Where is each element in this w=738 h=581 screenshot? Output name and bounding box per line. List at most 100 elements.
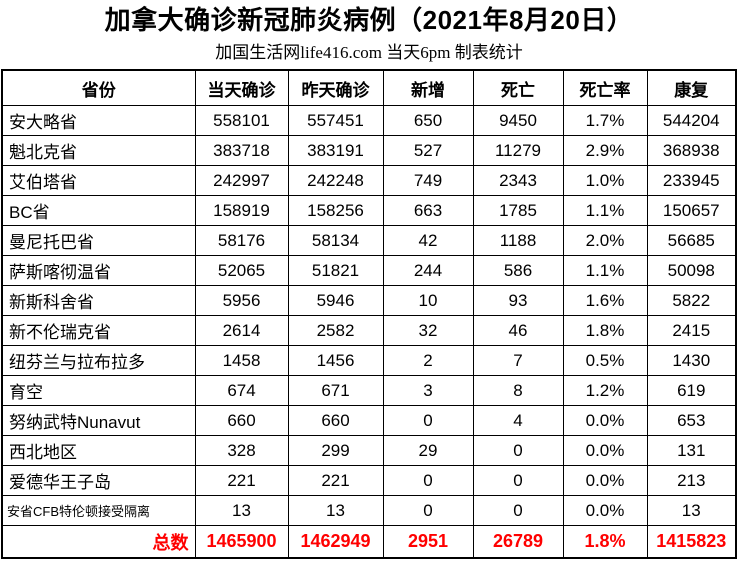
deaths-cell: 0: [472, 495, 564, 526]
today-confirmed-cell: 383718: [194, 135, 289, 166]
yesterday-confirmed-cell: 13: [287, 495, 384, 526]
table-row: 纽芬兰与拉布拉多 1458 1456 2 7 0.5% 1430: [1, 345, 737, 376]
yesterday-confirmed-cell: 242248: [287, 165, 384, 196]
province-cell: 新不伦瑞克省: [1, 315, 196, 346]
new-cases-cell: 29: [382, 435, 474, 466]
death-rate-cell: 0.0%: [562, 435, 648, 466]
header-today-confirmed: 当天确诊: [194, 69, 289, 106]
death-rate-cell: 0.0%: [562, 465, 648, 496]
header-recovered: 康复: [646, 69, 737, 106]
table-row: 安省CFB特伦顿接受隔离 13 13 0 0 0.0% 13: [1, 495, 737, 526]
deaths-cell: 7: [472, 345, 564, 376]
header-new-cases: 新增: [382, 69, 474, 106]
death-rate-cell: 1.6%: [562, 285, 648, 316]
province-cell: 安省CFB特伦顿接受隔离: [1, 495, 196, 526]
total-new-cases-cell: 2951: [382, 525, 474, 559]
new-cases-cell: 2: [382, 345, 474, 376]
table-row: 努纳武特Nunavut 660 660 0 4 0.0% 653: [1, 405, 737, 436]
death-rate-cell: 1.1%: [562, 255, 648, 286]
deaths-cell: 2343: [472, 165, 564, 196]
province-cell: 努纳武特Nunavut: [1, 405, 196, 436]
table-row: 安大略省 558101 557451 650 9450 1.7% 544204: [1, 105, 737, 136]
province-cell: 新斯科舍省: [1, 285, 196, 316]
table-row: 艾伯塔省 242997 242248 749 2343 1.0% 233945: [1, 165, 737, 196]
death-rate-cell: 0.0%: [562, 405, 648, 436]
new-cases-cell: 527: [382, 135, 474, 166]
death-rate-cell: 1.0%: [562, 165, 648, 196]
yesterday-confirmed-cell: 51821: [287, 255, 384, 286]
province-cell: 纽芬兰与拉布拉多: [1, 345, 196, 376]
province-cell: 育空: [1, 375, 196, 406]
table-row: BC省 158919 158256 663 1785 1.1% 150657: [1, 195, 737, 226]
recovered-cell: 368938: [646, 135, 737, 166]
yesterday-confirmed-cell: 299: [287, 435, 384, 466]
death-rate-cell: 2.0%: [562, 225, 648, 256]
recovered-cell: 653: [646, 405, 737, 436]
death-rate-cell: 0.0%: [562, 495, 648, 526]
recovered-cell: 131: [646, 435, 737, 466]
table-row: 新斯科舍省 5956 5946 10 93 1.6% 5822: [1, 285, 737, 316]
total-death-rate-cell: 1.8%: [562, 525, 648, 559]
today-confirmed-cell: 13: [194, 495, 289, 526]
recovered-cell: 1430: [646, 345, 737, 376]
total-deaths-cell: 26789: [472, 525, 564, 559]
deaths-cell: 586: [472, 255, 564, 286]
province-cell: 安大略省: [1, 105, 196, 136]
header-death-rate: 死亡率: [562, 69, 648, 106]
province-cell: 曼尼托巴省: [1, 225, 196, 256]
recovered-cell: 5822: [646, 285, 737, 316]
yesterday-confirmed-cell: 2582: [287, 315, 384, 346]
yesterday-confirmed-cell: 383191: [287, 135, 384, 166]
recovered-cell: 619: [646, 375, 737, 406]
deaths-cell: 0: [472, 465, 564, 496]
table-row: 萨斯喀彻温省 52065 51821 244 586 1.1% 50098: [1, 255, 737, 286]
deaths-cell: 46: [472, 315, 564, 346]
table-row: 曼尼托巴省 58176 58134 42 1188 2.0% 56685: [1, 225, 737, 256]
province-cell: 西北地区: [1, 435, 196, 466]
new-cases-cell: 3: [382, 375, 474, 406]
province-cell: 魁北克省: [1, 135, 196, 166]
yesterday-confirmed-cell: 671: [287, 375, 384, 406]
today-confirmed-cell: 58176: [194, 225, 289, 256]
yesterday-confirmed-cell: 660: [287, 405, 384, 436]
deaths-cell: 8: [472, 375, 564, 406]
table-row: 魁北克省 383718 383191 527 11279 2.9% 368938: [1, 135, 737, 166]
new-cases-cell: 32: [382, 315, 474, 346]
today-confirmed-cell: 52065: [194, 255, 289, 286]
yesterday-confirmed-cell: 58134: [287, 225, 384, 256]
today-confirmed-cell: 242997: [194, 165, 289, 196]
new-cases-cell: 42: [382, 225, 474, 256]
deaths-cell: 93: [472, 285, 564, 316]
today-confirmed-cell: 558101: [194, 105, 289, 136]
page-title: 加拿大确诊新冠肺炎病例（2021年8月20日）: [104, 5, 634, 35]
today-confirmed-cell: 158919: [194, 195, 289, 226]
recovered-cell: 13: [646, 495, 737, 526]
table-row: 新不伦瑞克省 2614 2582 32 46 1.8% 2415: [1, 315, 737, 346]
deaths-cell: 0: [472, 435, 564, 466]
new-cases-cell: 0: [382, 405, 474, 436]
new-cases-cell: 0: [382, 495, 474, 526]
deaths-cell: 11279: [472, 135, 564, 166]
recovered-cell: 2415: [646, 315, 737, 346]
today-confirmed-cell: 1458: [194, 345, 289, 376]
death-rate-cell: 1.1%: [562, 195, 648, 226]
today-confirmed-cell: 2614: [194, 315, 289, 346]
total-today-confirmed-cell: 1465900: [194, 525, 289, 559]
today-confirmed-cell: 5956: [194, 285, 289, 316]
new-cases-cell: 0: [382, 465, 474, 496]
total-label: 总数: [1, 525, 196, 559]
recovered-cell: 50098: [646, 255, 737, 286]
death-rate-cell: 1.7%: [562, 105, 648, 136]
new-cases-cell: 10: [382, 285, 474, 316]
page-subtitle: 加国生活网life416.com 当天6pm 制表统计: [215, 43, 523, 62]
yesterday-confirmed-cell: 557451: [287, 105, 384, 136]
yesterday-confirmed-cell: 5946: [287, 285, 384, 316]
total-row: 总数 1465900 1462949 2951 26789 1.8% 14158…: [1, 525, 737, 559]
province-cell: BC省: [1, 195, 196, 226]
covid-stats-table: 省份 当天确诊 昨天确诊 新增 死亡 死亡率 康复 安大略省 558101 5574…: [1, 69, 737, 559]
recovered-cell: 56685: [646, 225, 737, 256]
table-row: 西北地区 328 299 29 0 0.0% 131: [1, 435, 737, 466]
today-confirmed-cell: 328: [194, 435, 289, 466]
death-rate-cell: 1.8%: [562, 315, 648, 346]
